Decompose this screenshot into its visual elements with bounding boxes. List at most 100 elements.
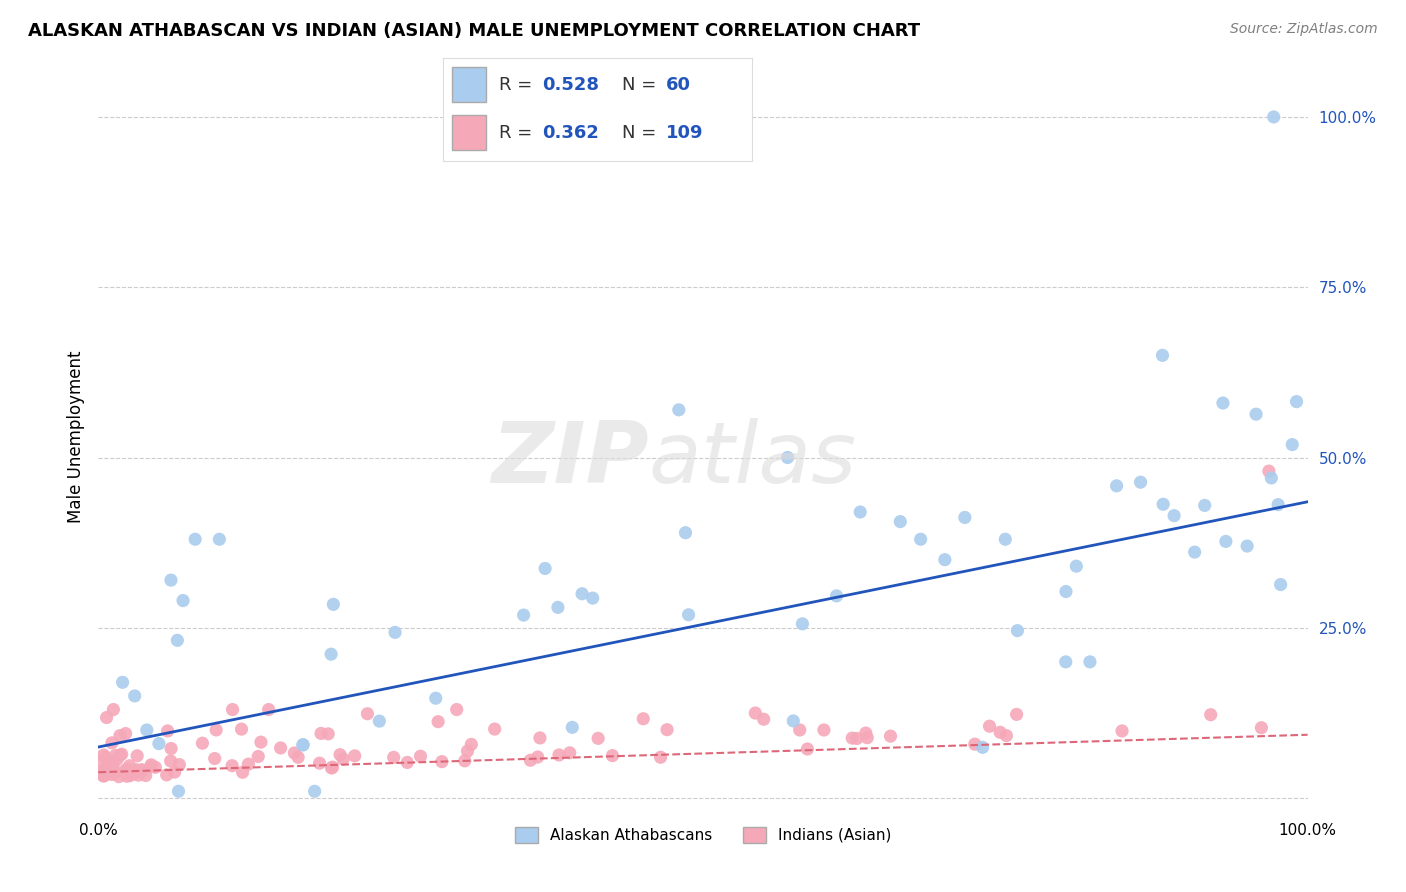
Point [1005, 707, 1028, 722]
Point [100, 767, 122, 781]
Point [571, 587, 593, 601]
Point [1007, 624, 1029, 638]
Point [855, 726, 877, 740]
Point [1281, 437, 1303, 451]
Point [792, 616, 814, 631]
FancyBboxPatch shape [453, 67, 486, 102]
Point [208, 533, 231, 547]
Point [1105, 479, 1128, 493]
Point [156, 768, 179, 782]
Y-axis label: Male Unemployment: Male Unemployment [66, 351, 84, 524]
Point [1267, 498, 1289, 512]
Point [319, 647, 342, 661]
Text: 0.528: 0.528 [541, 76, 599, 94]
Point [561, 720, 583, 734]
Point [343, 748, 366, 763]
Point [292, 738, 315, 752]
Point [368, 714, 391, 728]
Point [910, 533, 932, 547]
Point [231, 722, 253, 736]
Point [586, 731, 609, 746]
Point [143, 760, 166, 774]
Point [484, 722, 506, 736]
Point [122, 764, 145, 779]
Point [382, 750, 405, 764]
Point [104, 766, 127, 780]
Point [93, 763, 115, 777]
Point [141, 757, 163, 772]
Text: ZIP: ZIP [491, 418, 648, 501]
Point [131, 763, 153, 777]
Point [308, 756, 330, 771]
Point [108, 748, 131, 763]
Point [446, 702, 468, 716]
Point [1260, 471, 1282, 485]
Point [889, 515, 911, 529]
FancyBboxPatch shape [453, 115, 486, 150]
Point [1163, 508, 1185, 523]
Point [558, 746, 581, 760]
Text: 0.362: 0.362 [541, 124, 599, 142]
Point [169, 757, 191, 772]
Point [934, 552, 956, 566]
Point [287, 750, 309, 764]
Point [1199, 707, 1222, 722]
Point [129, 764, 152, 779]
Point [995, 729, 1018, 743]
Point [159, 754, 181, 768]
Point [139, 759, 162, 773]
Point [1054, 655, 1077, 669]
Point [856, 731, 879, 745]
Point [979, 719, 1001, 733]
Point [270, 741, 292, 756]
Point [752, 712, 775, 726]
Point [96, 761, 118, 775]
Point [100, 756, 122, 770]
Point [322, 760, 344, 774]
Point [238, 757, 260, 772]
Point [291, 738, 314, 752]
Point [332, 752, 354, 766]
Text: N =: N = [623, 76, 662, 94]
Point [879, 729, 901, 743]
Point [460, 738, 482, 752]
Point [1184, 545, 1206, 559]
Point [304, 784, 326, 798]
Text: N =: N = [623, 124, 662, 142]
Point [101, 758, 124, 772]
Point [96, 710, 118, 724]
Point [115, 762, 138, 776]
Point [668, 402, 690, 417]
Point [789, 723, 811, 737]
Point [104, 748, 127, 763]
Point [582, 591, 605, 606]
Point [135, 768, 157, 782]
Point [1244, 407, 1267, 421]
Point [396, 756, 419, 770]
Point [163, 765, 186, 780]
Point [678, 607, 700, 622]
Point [232, 765, 254, 780]
Point [409, 749, 432, 764]
Point [93, 763, 115, 777]
Point [796, 742, 818, 756]
Point [953, 510, 976, 524]
Text: R =: R = [499, 124, 537, 142]
Point [849, 505, 872, 519]
Point [94, 749, 117, 764]
Point [166, 633, 188, 648]
Point [512, 608, 534, 623]
Point [825, 589, 848, 603]
Point [675, 525, 697, 540]
Point [184, 533, 207, 547]
Point [118, 758, 141, 772]
Point [1285, 394, 1308, 409]
Point [813, 723, 835, 737]
Point [167, 784, 190, 798]
Point [1066, 559, 1088, 574]
Point [160, 573, 183, 587]
Point [127, 768, 149, 782]
Point [322, 598, 344, 612]
Point [1257, 464, 1279, 478]
Point [128, 764, 150, 779]
